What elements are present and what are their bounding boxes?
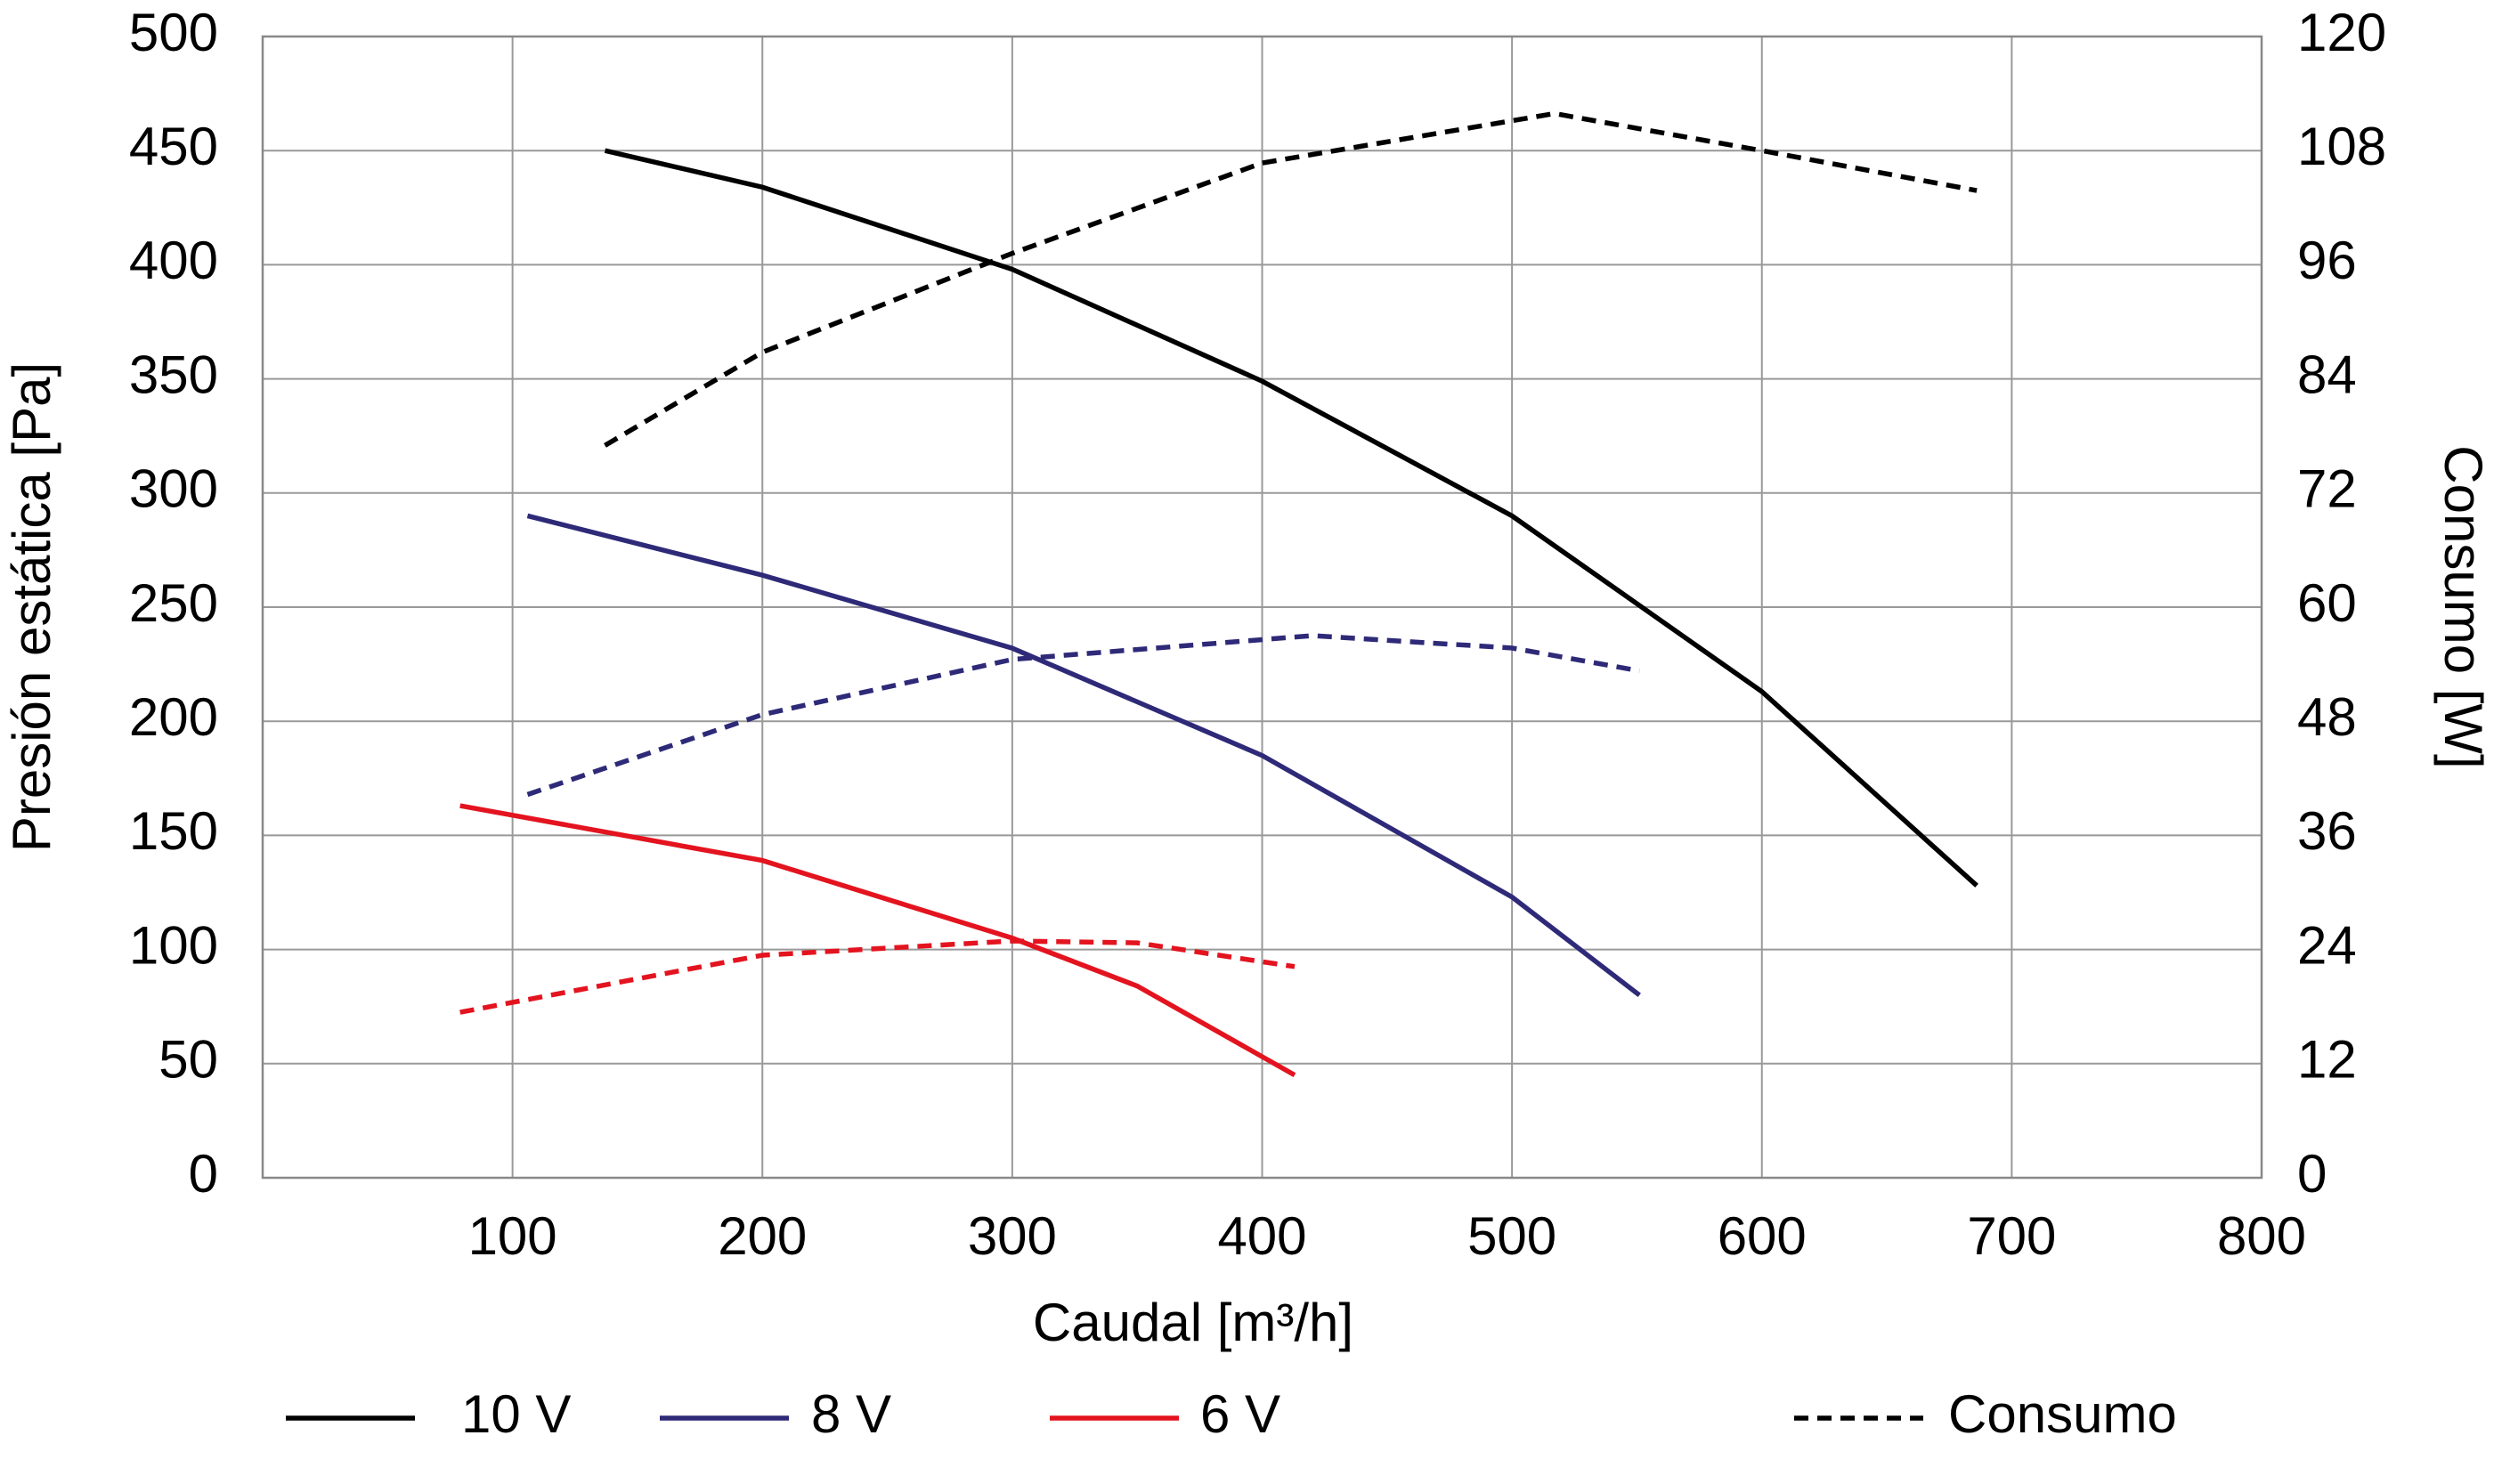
legend-label: 6 V	[1200, 1384, 1280, 1444]
x-tick-label: 800	[2217, 1206, 2306, 1266]
legend-label: 10 V	[461, 1384, 571, 1444]
y2-tick-label: 60	[2297, 573, 2357, 633]
legend-label: 8 V	[811, 1384, 891, 1444]
y-tick-label: 150	[129, 801, 218, 861]
x-tick-label: 200	[718, 1206, 807, 1266]
y2-tick-label: 12	[2297, 1030, 2357, 1090]
x-axis-label: Caudal [m³/h]	[1033, 1293, 1353, 1352]
y2-tick-label: 96	[2297, 231, 2357, 290]
pressure-line	[459, 803, 1296, 1078]
x-tick-label: 300	[968, 1206, 1057, 1266]
x-tick-label: 700	[1967, 1206, 2056, 1266]
pressure-line	[526, 513, 1641, 998]
y2-tick-label: 120	[2297, 3, 2386, 62]
plot-frame	[261, 35, 2263, 1180]
pressure-line	[604, 148, 1978, 888]
y-tick-label: 0	[189, 1144, 218, 1204]
x-tick-label: 600	[1718, 1206, 1807, 1266]
y-tick-label: 100	[129, 915, 218, 975]
y2-tick-label: 108	[2297, 117, 2386, 176]
y-tick-label: 300	[129, 459, 218, 519]
y2-tick-label: 36	[2297, 801, 2357, 861]
y-tick-label: 400	[129, 231, 218, 290]
y2-tick-label: 0	[2297, 1144, 2327, 1204]
y2-tick-label: 48	[2297, 687, 2357, 747]
y-tick-label: 350	[129, 345, 218, 404]
consumption-line	[459, 938, 1296, 1015]
consumption-line	[526, 633, 1640, 798]
x-tick-label: 100	[468, 1206, 557, 1266]
y2-tick-label: 84	[2297, 345, 2357, 404]
y-tick-label: 50	[158, 1030, 218, 1090]
y-tick-label: 500	[129, 3, 218, 62]
y2-tick-label: 24	[2297, 915, 2357, 975]
y2-axis-label: Consumo [W]	[2433, 445, 2493, 768]
y2-tick-label: 72	[2297, 459, 2357, 519]
y-tick-label: 450	[129, 117, 218, 176]
legend-label: Consumo	[1948, 1384, 2177, 1444]
x-tick-label: 400	[1217, 1206, 1306, 1266]
y-axis-label: Presión estática [Pa]	[2, 362, 61, 852]
y-tick-label: 200	[129, 687, 218, 747]
y-tick-label: 250	[129, 573, 218, 633]
x-tick-label: 500	[1467, 1206, 1556, 1266]
